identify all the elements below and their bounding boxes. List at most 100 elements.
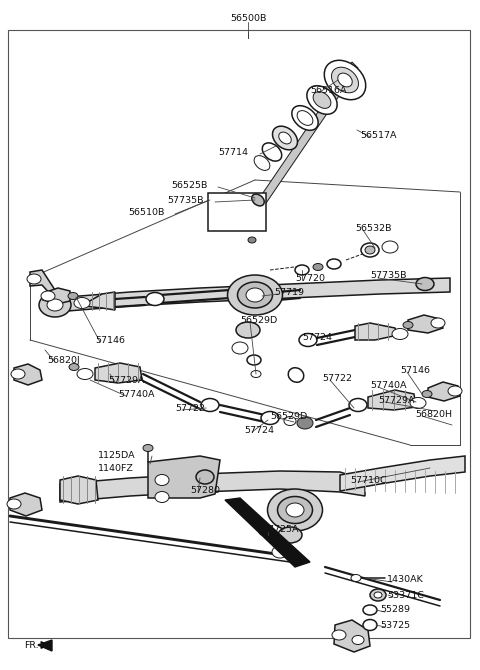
Text: 57714: 57714	[218, 147, 248, 157]
Polygon shape	[334, 620, 370, 652]
Ellipse shape	[232, 342, 248, 354]
Ellipse shape	[251, 371, 261, 377]
Ellipse shape	[392, 328, 408, 340]
Polygon shape	[148, 456, 220, 498]
Text: 56820H: 56820H	[415, 409, 452, 419]
Ellipse shape	[69, 364, 79, 371]
Ellipse shape	[370, 589, 386, 601]
Ellipse shape	[448, 386, 462, 396]
Polygon shape	[10, 493, 42, 516]
Text: 57735B: 57735B	[370, 271, 407, 279]
Ellipse shape	[286, 503, 304, 517]
Ellipse shape	[403, 322, 413, 328]
Text: 56529D: 56529D	[270, 411, 307, 421]
Bar	[208, 193, 266, 231]
Ellipse shape	[238, 282, 273, 308]
Text: 56517A: 56517A	[360, 131, 396, 139]
Text: 1430AK: 1430AK	[387, 576, 424, 584]
Ellipse shape	[252, 194, 264, 206]
Ellipse shape	[363, 620, 377, 630]
Ellipse shape	[361, 243, 379, 257]
Ellipse shape	[332, 630, 346, 640]
Ellipse shape	[382, 241, 398, 253]
Polygon shape	[60, 471, 365, 502]
Text: 56532B: 56532B	[355, 224, 392, 232]
Ellipse shape	[155, 474, 169, 486]
Text: 1140FZ: 1140FZ	[98, 464, 134, 472]
Ellipse shape	[74, 297, 90, 308]
Ellipse shape	[267, 489, 323, 531]
Text: 57146: 57146	[95, 336, 125, 344]
Ellipse shape	[11, 369, 25, 379]
Polygon shape	[368, 390, 416, 410]
Ellipse shape	[292, 106, 318, 130]
Text: 57729A: 57729A	[108, 375, 144, 385]
Ellipse shape	[363, 605, 377, 615]
Text: 57146: 57146	[400, 366, 430, 375]
Text: 57740A: 57740A	[118, 389, 155, 399]
Text: 57735B: 57735B	[168, 196, 204, 204]
Ellipse shape	[247, 355, 261, 365]
Ellipse shape	[299, 334, 317, 346]
Polygon shape	[252, 62, 358, 215]
Ellipse shape	[7, 499, 21, 509]
Ellipse shape	[374, 592, 382, 598]
Text: 57724: 57724	[302, 332, 332, 342]
Ellipse shape	[288, 368, 304, 383]
Polygon shape	[408, 315, 443, 333]
Polygon shape	[355, 323, 398, 340]
Ellipse shape	[236, 322, 260, 338]
Text: 53371C: 53371C	[387, 590, 424, 600]
Polygon shape	[60, 476, 98, 504]
Polygon shape	[38, 640, 52, 651]
Ellipse shape	[277, 496, 312, 523]
Ellipse shape	[297, 111, 313, 125]
Ellipse shape	[272, 546, 288, 558]
Ellipse shape	[278, 527, 302, 543]
Ellipse shape	[155, 492, 169, 502]
Polygon shape	[225, 498, 310, 567]
Ellipse shape	[68, 293, 78, 299]
Polygon shape	[14, 364, 42, 385]
Ellipse shape	[351, 574, 361, 582]
Ellipse shape	[39, 293, 71, 317]
Polygon shape	[55, 278, 450, 312]
Polygon shape	[428, 382, 460, 401]
Ellipse shape	[416, 277, 434, 291]
Polygon shape	[84, 292, 115, 310]
Ellipse shape	[196, 470, 214, 484]
Ellipse shape	[313, 263, 323, 271]
Ellipse shape	[365, 246, 375, 254]
Text: 1125DA: 1125DA	[98, 450, 136, 460]
Ellipse shape	[261, 411, 279, 425]
Text: 55289: 55289	[380, 606, 410, 614]
Polygon shape	[340, 456, 465, 491]
Ellipse shape	[313, 92, 331, 109]
Ellipse shape	[295, 265, 309, 275]
Text: 56820J: 56820J	[47, 356, 80, 364]
Ellipse shape	[273, 126, 298, 150]
Text: 56525B: 56525B	[172, 180, 208, 190]
Text: 57729A: 57729A	[378, 395, 415, 405]
Text: 56516A: 56516A	[310, 86, 347, 94]
Text: 57722: 57722	[322, 373, 352, 383]
Ellipse shape	[41, 291, 55, 301]
Text: 57710C: 57710C	[350, 476, 386, 484]
Text: 57725A: 57725A	[262, 525, 299, 535]
Text: 56500B: 56500B	[230, 13, 266, 23]
Ellipse shape	[262, 143, 282, 161]
Text: 56529D: 56529D	[240, 316, 277, 324]
Ellipse shape	[422, 391, 432, 397]
Ellipse shape	[248, 237, 256, 243]
Text: 56510B: 56510B	[129, 208, 165, 216]
Ellipse shape	[27, 274, 41, 284]
Ellipse shape	[284, 417, 296, 425]
Text: 57724: 57724	[244, 425, 274, 435]
Polygon shape	[30, 270, 55, 296]
Ellipse shape	[259, 529, 269, 535]
Ellipse shape	[246, 288, 264, 302]
Ellipse shape	[254, 155, 270, 170]
Text: 57719: 57719	[274, 287, 304, 297]
Text: 57720: 57720	[295, 273, 325, 283]
Ellipse shape	[307, 86, 337, 115]
